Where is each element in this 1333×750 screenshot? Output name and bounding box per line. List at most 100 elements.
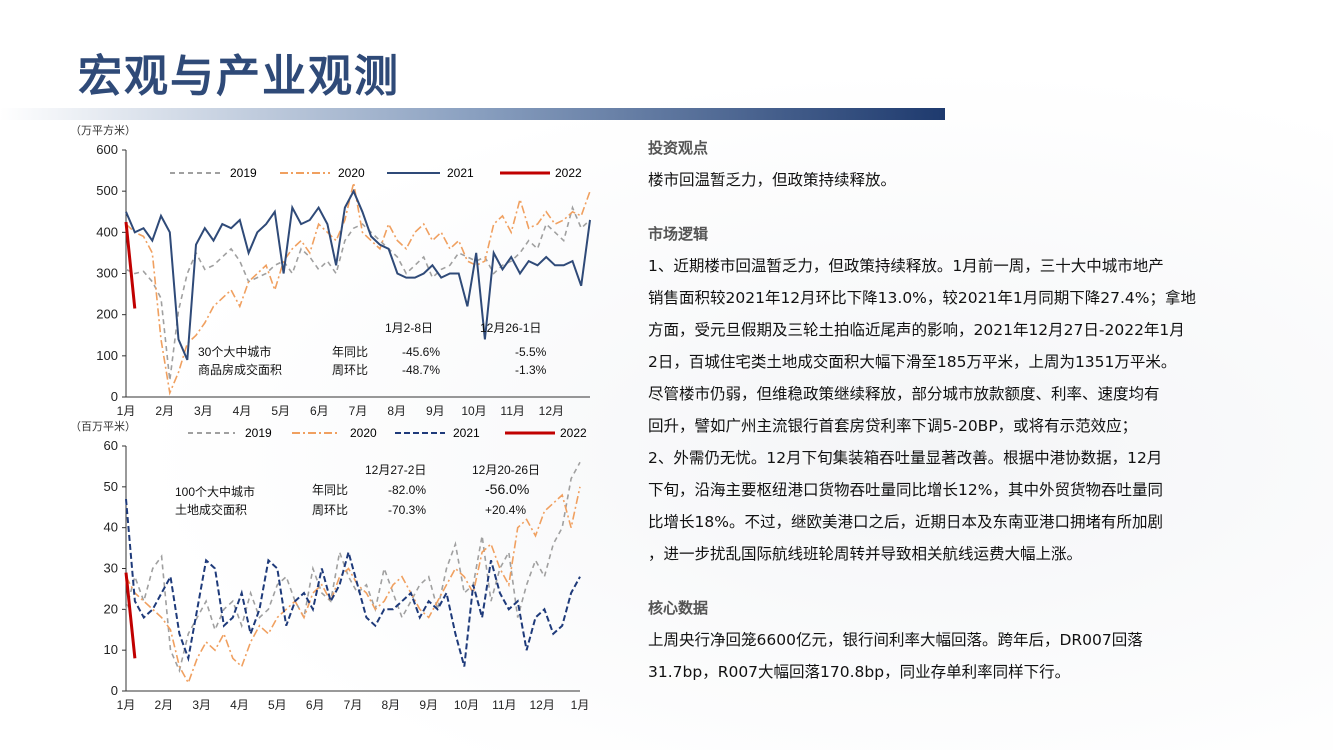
legend-2022-label: 2022 [555, 166, 582, 180]
series-line-2020 [125, 486, 581, 685]
chart1-ylabel: （万平方米） [70, 123, 136, 137]
x-tick-label: 2月 [154, 698, 173, 712]
ann1-title1: 30个大中城市 [198, 344, 271, 359]
series-line-2021 [125, 499, 581, 667]
x-tick-label: 4月 [233, 404, 252, 418]
y-tick-label: 10 [104, 642, 118, 657]
y-tick-label: 600 [96, 142, 118, 157]
y-tick-label: 20 [104, 601, 118, 616]
paragraph-line: 上周央行净回笼6600亿元，银行间利率大幅回落。跨年后，DR007回落 [648, 631, 1143, 649]
y-tick-label: 50 [104, 479, 118, 494]
section-heading-market-logic: 市场逻辑 [648, 225, 709, 243]
x-tick-label: 4月 [230, 698, 249, 712]
ann2-title1: 100个大中城市 [175, 484, 255, 499]
x-tick-label: 2月 [155, 404, 174, 418]
chart1-annotation: 1月2-8日 12月26-1日 30个大中城市 商品房成交面积 年同比 周环比 … [198, 321, 547, 377]
chart2-axes: 0 10 20 30 40 50 60 1月 2月 3月 4月 5月 6月 7月 8月 9月 10月 11月 12月… [104, 438, 590, 712]
x-tick-label: 8月 [381, 698, 400, 712]
x-tick-label: 6月 [306, 698, 325, 712]
chart2-annotation: 12月27-2日 12月20-26日 100个大中城市 土地成交面积 年同比 周… [175, 463, 540, 517]
chart1-series [124, 182, 591, 396]
y-tick-label: 30 [104, 561, 118, 576]
header-divider [0, 108, 945, 120]
paragraph-line: 2、外需仍无忧。12月下旬集装箱吞吐量显著改善。根据中港协数据，12月 [648, 449, 1163, 467]
series-line-2019 [125, 461, 581, 674]
x-tick-label: 7月 [349, 404, 368, 418]
y-tick-label: 0 [111, 683, 118, 698]
y-tick-label: 100 [96, 348, 118, 363]
ann2-col2-header: 12月20-26日 [472, 463, 540, 477]
text-panel: 投资观点 楼市回温暂乏力，但政策持续释放。 市场逻辑 1、近期楼市回温暂乏力，但… [648, 132, 1248, 688]
y-tick-label: 40 [104, 520, 118, 535]
ann1-row1-label: 年同比 [332, 345, 368, 359]
legend2-2022-label: 2022 [560, 426, 587, 440]
legend2-2020-label: 2020 [350, 426, 377, 440]
ann2-r2c1: -70.3% [388, 503, 426, 517]
ann1-r2c1: -48.7% [402, 363, 440, 377]
chart2-legend: 2019 2020 2021 2022 [188, 426, 587, 440]
paragraph-line: 31.7bp，R007大幅回落170.8bp，同业存单利率同样下行。 [648, 663, 1071, 681]
x-tick-label: 9月 [426, 404, 445, 418]
x-tick-label: 8月 [387, 404, 406, 418]
x-tick-label: 3月 [192, 698, 211, 712]
ann2-r1c1: -82.0% [388, 483, 426, 497]
series-line-2021 [125, 188, 591, 361]
paragraph-line: 销售面积较2021年12月环比下降13.0%，较2021年1月同期下降27.4%… [648, 289, 1196, 307]
paragraph-line: 尽管楼市仍弱，但维稳政策继续释放，部分城市放款额度、利率、速度均有 [648, 385, 1160, 403]
ann1-r1c2: -5.5% [515, 345, 547, 359]
paragraph-line: 比增长18%。不过，继欧美港口之后，近期日本及东南亚港口拥堵有所加剧 [648, 513, 1163, 531]
x-tick-label: 5月 [268, 698, 287, 712]
paragraph-line: 回升，譬如广州主流银行首套房贷利率下调5-20BP，或将有示范效应； [648, 417, 1138, 435]
x-tick-label: 10月 [454, 698, 479, 712]
chart2-series [124, 461, 581, 685]
x-tick-label: 11月 [500, 404, 524, 418]
ann1-title2: 商品房成交面积 [198, 362, 282, 377]
y-tick-label: 400 [96, 224, 118, 239]
section-heading-core-data: 核心数据 [648, 599, 709, 617]
x-tick-label: 6月 [310, 404, 329, 418]
ann1-row2-label: 周环比 [332, 363, 368, 377]
chart-commercial-housing-sales: （万平方米） 0 100 200 300 400 500 600 1月 2月 3月 4月 5月 6月 7月… [70, 123, 591, 418]
chart-land-transaction-area: （百万平米） 0 10 20 30 40 50 60 1月 2月 3月 4月 5月 6月 7月 8月 9月 10… [70, 420, 590, 712]
y-tick-label: 0 [111, 389, 118, 404]
paragraph-line: 1、近期楼市回温暂乏力，但政策持续释放。1月前一周，三十大中城市地产 [648, 257, 1164, 275]
legend2-2019-label: 2019 [245, 426, 272, 440]
ann1-r1c1: -45.6% [402, 345, 440, 359]
ann1-r2c2: -1.3% [515, 363, 547, 377]
ann2-row2-label: 周环比 [312, 503, 348, 517]
x-tick-label: 7月 [344, 698, 363, 712]
x-tick-label: 1月 [571, 698, 590, 712]
paragraph-line: 方面，受元旦假期及三轮土拍临近尾声的影响，2021年12月27日-2022年1月 [648, 321, 1185, 339]
ann2-r2c2: +20.4% [485, 503, 526, 517]
core-data-paragraph: 上周央行净回笼6600亿元，银行间利率大幅回落。跨年后，DR007回落 31.7b… [648, 624, 1248, 688]
page-title: 宏观与产业观测 [78, 51, 400, 102]
ann2-r1c2: -56.0% [485, 481, 529, 497]
series-line-2020 [125, 182, 591, 396]
x-tick-label: 3月 [194, 404, 213, 418]
paragraph-line: ，进一步扰乱国际航线班轮周转并导致相关航线运费大幅上涨。 [648, 545, 1083, 563]
paragraph-line: 2日，百城住宅类土地成交面积大幅下滑至185万平米，上周为1351万平米。 [648, 353, 1177, 371]
investment-view-text: 楼市回温暂乏力，但政策持续释放。 [648, 171, 897, 189]
x-tick-label: 12月 [529, 698, 554, 712]
legend-2021-label: 2021 [447, 166, 474, 180]
ann1-col2-header: 12月26-1日 [480, 321, 541, 335]
y-tick-label: 300 [96, 266, 118, 281]
chart1-legend: 2019 2020 2021 2022 [170, 166, 582, 180]
x-tick-label: 11月 [492, 698, 516, 712]
chart1-axes: 0 100 200 300 400 500 600 1月 2月 3月 4月 5月 6月 7月 8月 9月 10月… [96, 142, 590, 418]
x-tick-label: 1月 [117, 698, 136, 712]
x-tick-label: 10月 [461, 404, 486, 418]
paragraph-line: 下旬，沿海主要枢纽港口货物吞吐量同比增长12%，其中外贸货物吞吐量同 [648, 481, 1163, 499]
y-tick-label: 60 [104, 438, 118, 453]
ann1-col1-header: 1月2-8日 [385, 321, 433, 335]
y-tick-label: 500 [96, 183, 118, 198]
series-line-2022 [124, 572, 137, 659]
series-line-2019 [125, 205, 591, 381]
section-heading-investment-view: 投资观点 [648, 139, 709, 157]
legend-2019-label: 2019 [230, 166, 257, 180]
market-logic-paragraph: 1、近期楼市回温暂乏力，但政策持续释放。1月前一周，三十大中城市地产销售面积较2… [648, 250, 1248, 570]
legend-2020-label: 2020 [338, 166, 365, 180]
x-tick-label: 5月 [271, 404, 290, 418]
series-line-2022 [124, 221, 137, 309]
x-tick-label: 9月 [419, 698, 438, 712]
